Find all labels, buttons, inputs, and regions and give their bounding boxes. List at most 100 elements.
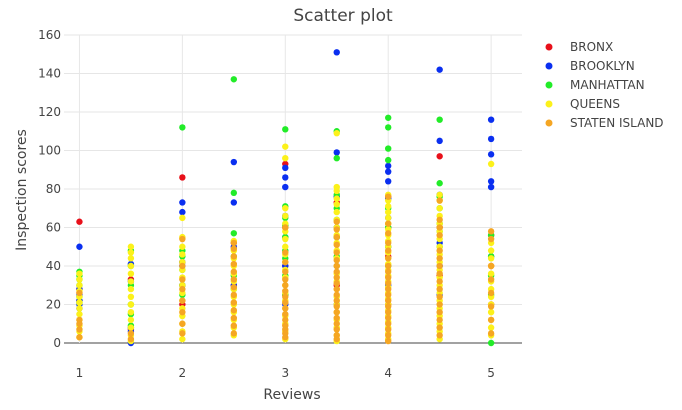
data-point bbox=[76, 276, 83, 283]
data-point bbox=[436, 301, 443, 308]
data-point bbox=[230, 199, 238, 206]
data-point bbox=[179, 330, 186, 337]
data-point bbox=[179, 262, 186, 270]
data-point bbox=[487, 235, 495, 243]
chart-title: Scatter plot bbox=[293, 6, 393, 26]
data-point bbox=[436, 293, 443, 300]
data-point bbox=[436, 309, 443, 316]
data-point bbox=[487, 289, 495, 297]
data-point bbox=[333, 320, 340, 327]
data-point bbox=[385, 124, 392, 131]
x-tick-label: 3 bbox=[281, 366, 289, 380]
data-point bbox=[230, 253, 238, 260]
data-point bbox=[385, 220, 392, 227]
x-axis-label: Reviews bbox=[263, 387, 320, 403]
x-tick-label: 5 bbox=[487, 366, 495, 380]
data-point bbox=[385, 268, 392, 275]
data-point bbox=[282, 316, 289, 324]
legend-label: MANHATTAN bbox=[570, 78, 645, 92]
data-point bbox=[385, 162, 392, 170]
data-point bbox=[179, 320, 186, 327]
data-point bbox=[487, 135, 495, 143]
data-point bbox=[333, 218, 340, 225]
data-point bbox=[333, 314, 340, 322]
data-point bbox=[333, 335, 340, 343]
data-point bbox=[230, 291, 238, 299]
data-point bbox=[179, 199, 186, 206]
data-point bbox=[179, 208, 186, 216]
legend-item[interactable]: QUEENS bbox=[545, 97, 621, 111]
y-tick-label: 140 bbox=[38, 67, 61, 81]
y-tick-label: 0 bbox=[53, 336, 61, 350]
data-point bbox=[487, 247, 495, 254]
data-point bbox=[333, 129, 340, 137]
data-point bbox=[436, 180, 443, 187]
data-point bbox=[385, 262, 392, 270]
data-point bbox=[230, 189, 238, 197]
data-point bbox=[127, 301, 135, 308]
legend-marker bbox=[545, 100, 553, 108]
data-point bbox=[282, 305, 289, 312]
data-point bbox=[282, 243, 289, 250]
data-point bbox=[127, 330, 135, 337]
data-point bbox=[179, 285, 186, 293]
data-point bbox=[76, 282, 83, 289]
legend-item[interactable]: STATEN ISLAND bbox=[545, 116, 664, 130]
data-point bbox=[385, 156, 392, 164]
legend-item[interactable]: BROOKLYN bbox=[545, 59, 635, 73]
data-point bbox=[230, 268, 238, 275]
axis-ticks: 0 20 40 60 80 100 120 140 160 1 2 3 4 5 bbox=[38, 28, 495, 380]
data-point bbox=[179, 276, 186, 283]
data-point bbox=[179, 335, 186, 343]
data-point bbox=[333, 285, 340, 293]
data-point bbox=[76, 243, 83, 250]
data-point bbox=[282, 287, 289, 295]
y-tick-label: 160 bbox=[38, 28, 61, 42]
legend-label: STATEN ISLAND bbox=[570, 116, 664, 130]
legend-label: QUEENS bbox=[570, 97, 620, 111]
data-point bbox=[436, 197, 443, 204]
data-point bbox=[385, 230, 392, 237]
data-point bbox=[76, 305, 83, 312]
data-point bbox=[127, 255, 135, 262]
data-point bbox=[230, 330, 238, 337]
y-tick-label: 100 bbox=[38, 144, 61, 158]
data-point bbox=[385, 168, 392, 175]
data-point bbox=[179, 174, 186, 181]
data-point bbox=[230, 322, 238, 329]
data-point bbox=[385, 332, 392, 339]
data-point bbox=[333, 187, 340, 195]
data-point bbox=[230, 230, 238, 237]
data-point bbox=[487, 116, 495, 123]
data-point bbox=[282, 235, 289, 243]
y-tick-label: 80 bbox=[46, 182, 61, 196]
data-point bbox=[333, 249, 340, 256]
data-point bbox=[230, 299, 238, 306]
legend-marker bbox=[545, 81, 553, 89]
data-point bbox=[76, 218, 83, 225]
data-point bbox=[282, 174, 289, 181]
legend-item[interactable]: BRONX bbox=[545, 40, 614, 54]
data-point bbox=[385, 326, 392, 333]
data-point bbox=[436, 137, 443, 145]
data-point bbox=[436, 191, 443, 198]
data-point bbox=[436, 255, 443, 262]
data-point bbox=[179, 297, 186, 304]
data-point bbox=[333, 291, 340, 299]
data-point bbox=[76, 320, 83, 327]
legend-item[interactable]: MANHATTAN bbox=[545, 78, 645, 92]
data-point bbox=[436, 316, 443, 324]
data-point bbox=[282, 293, 289, 300]
data-point bbox=[487, 255, 495, 262]
data-point bbox=[76, 289, 83, 297]
data-point bbox=[127, 293, 135, 300]
data-point bbox=[76, 326, 83, 333]
data-point bbox=[333, 268, 340, 275]
legend-label: BROOKLYN bbox=[570, 59, 635, 73]
data-point bbox=[385, 320, 392, 327]
data-point bbox=[487, 339, 495, 347]
data-point bbox=[230, 245, 238, 252]
data-point bbox=[282, 258, 289, 266]
data-point bbox=[487, 262, 495, 270]
data-point bbox=[127, 285, 135, 293]
